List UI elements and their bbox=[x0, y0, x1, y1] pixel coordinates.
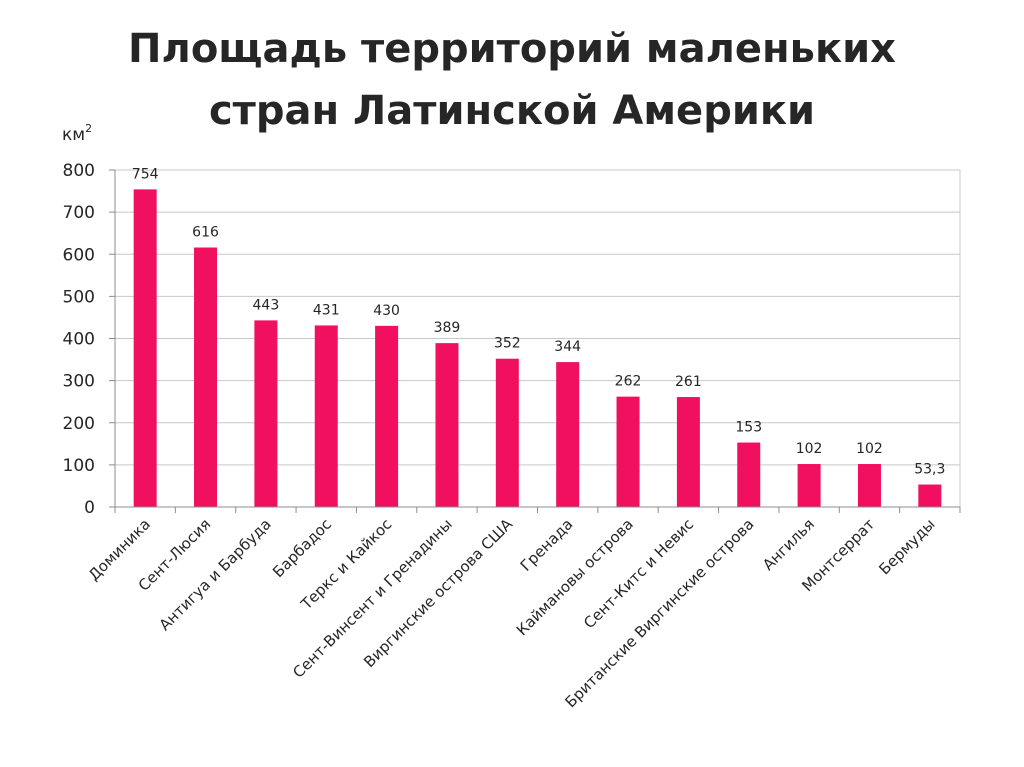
bar-value-label: 53,3 bbox=[914, 462, 945, 478]
bar-value-label: 261 bbox=[675, 374, 702, 390]
bar-value-label: 344 bbox=[554, 339, 581, 355]
bars bbox=[133, 189, 942, 507]
chart-title-line-1: Площадь территорий маленьких bbox=[128, 26, 896, 72]
x-category-label: Гренада bbox=[517, 515, 577, 575]
bar bbox=[495, 358, 519, 507]
bar bbox=[676, 397, 700, 507]
bar-value-label: 389 bbox=[434, 320, 461, 336]
bar-value-label: 431 bbox=[313, 302, 340, 318]
bar bbox=[797, 464, 821, 507]
x-category-label: Барбадос bbox=[269, 515, 335, 581]
bar bbox=[435, 343, 459, 507]
y-tick-label: 400 bbox=[63, 330, 95, 350]
y-tick-label: 200 bbox=[63, 414, 95, 434]
bar-value-label: 153 bbox=[735, 420, 762, 436]
chart-title: Площадь территорий маленьких стран Латин… bbox=[0, 18, 1024, 142]
chart-title-line-2: стран Латинской Америки bbox=[208, 88, 816, 134]
bar-value-label: 352 bbox=[494, 336, 521, 352]
bar bbox=[616, 396, 640, 507]
y-tick-label: 300 bbox=[63, 372, 95, 392]
bar-value-label: 616 bbox=[192, 225, 219, 241]
bar bbox=[857, 464, 881, 507]
bar-value-label: 443 bbox=[253, 297, 280, 313]
y-axis-unit-label: км2 bbox=[62, 122, 92, 145]
bar bbox=[556, 362, 580, 507]
bar-value-label: 262 bbox=[615, 374, 642, 390]
x-category-label: Каймановы острова bbox=[513, 515, 637, 639]
y-tick-label: 800 bbox=[63, 161, 95, 181]
x-category-label: Антигуа и Барбуда bbox=[156, 515, 275, 634]
x-category-label: Бермуды bbox=[875, 515, 938, 578]
x-category-label: Сент-Китс и Невис bbox=[580, 515, 697, 632]
bar-value-label: 754 bbox=[132, 166, 159, 182]
bar-value-label: 102 bbox=[796, 441, 823, 457]
y-tick-label: 100 bbox=[63, 456, 95, 476]
bar-value-label: 102 bbox=[856, 441, 883, 457]
bar bbox=[375, 325, 399, 507]
bar bbox=[737, 442, 761, 507]
gridlines bbox=[115, 169, 961, 507]
y-tick-label: 0 bbox=[84, 498, 95, 518]
y-tick-label: 600 bbox=[63, 245, 95, 265]
bar-value-label: 430 bbox=[373, 303, 400, 319]
bar bbox=[254, 320, 278, 507]
bar bbox=[918, 484, 942, 507]
y-tick-label: 500 bbox=[63, 287, 95, 307]
y-tick-label: 700 bbox=[63, 203, 95, 223]
axes bbox=[109, 169, 961, 513]
bar bbox=[194, 247, 218, 507]
bar bbox=[133, 189, 157, 507]
bar bbox=[314, 325, 338, 507]
x-category-label: Ангилья bbox=[759, 515, 818, 574]
